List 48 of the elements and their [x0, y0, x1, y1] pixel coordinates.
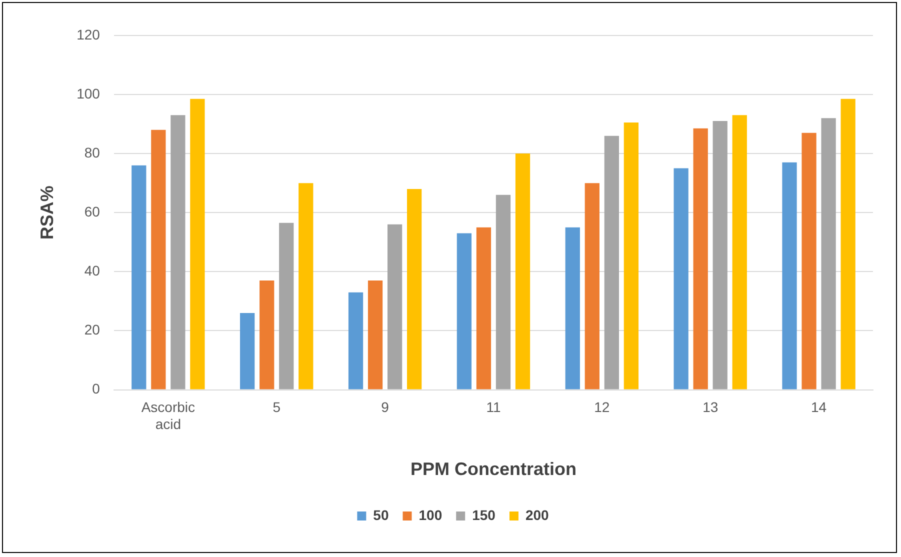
bar: [240, 313, 255, 390]
bar: [693, 128, 708, 390]
y-tick-label: 60: [84, 203, 100, 220]
legend-label: 100: [418, 506, 442, 523]
y-tick-label: 80: [84, 144, 100, 160]
bar: [132, 165, 146, 390]
x-tick-label: 14: [810, 399, 827, 416]
bar: [170, 115, 186, 390]
bar: [604, 136, 619, 390]
x-tick-label: 9: [381, 399, 390, 416]
bar: [821, 118, 836, 390]
x-tick-label: 12: [594, 399, 610, 416]
bar: [515, 154, 530, 390]
bar: [348, 292, 364, 390]
y-axis-title: RSA%: [36, 186, 57, 240]
legend-label: 50: [373, 506, 389, 523]
y-tick-label: 100: [76, 85, 100, 102]
bar: [368, 280, 383, 390]
bar: [732, 115, 747, 390]
y-tick-label: 120: [76, 26, 100, 42]
bar: [407, 188, 422, 390]
bar: [496, 194, 511, 390]
bar: [802, 132, 816, 390]
bar: [456, 233, 472, 390]
bar: [674, 168, 688, 390]
x-tick-label: 13: [702, 399, 718, 416]
bar: [476, 227, 492, 390]
bar: [565, 227, 580, 390]
bar: [584, 183, 600, 390]
y-tick-label: 0: [92, 380, 100, 397]
bar: [624, 122, 639, 390]
legend-label: 200: [525, 506, 550, 523]
y-tick-label: 40: [84, 262, 100, 279]
x-axis-title: PPM Concentration: [410, 459, 576, 480]
bar: [298, 183, 314, 390]
legend-label: 150: [472, 506, 496, 523]
bar: [840, 98, 856, 390]
bar: [712, 121, 728, 390]
bar: [279, 222, 294, 390]
bar: [260, 280, 274, 390]
x-tick-label: 5: [272, 399, 281, 416]
bar: [387, 224, 402, 390]
bar: [782, 162, 797, 390]
x-tick-label: Ascorbic acid: [141, 399, 196, 432]
y-tick-label: 20: [84, 322, 100, 338]
x-tick-label: 11: [486, 399, 501, 416]
bar: [190, 98, 205, 390]
bar: [151, 130, 166, 390]
